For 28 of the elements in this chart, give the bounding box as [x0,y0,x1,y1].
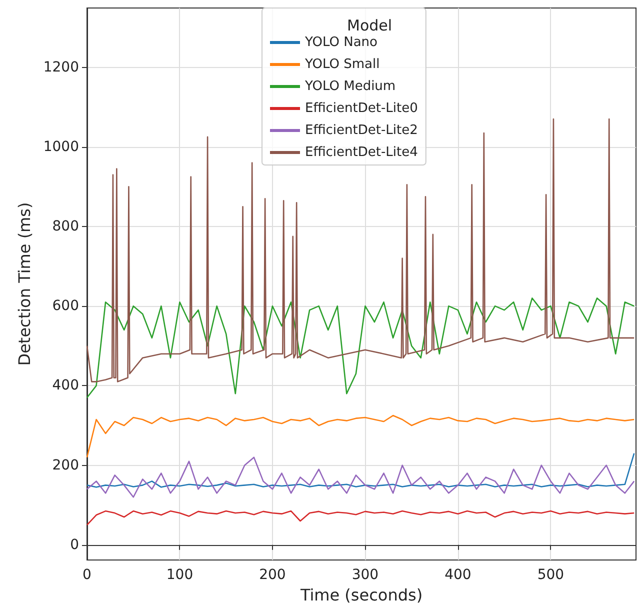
y-tick-label: 0 [70,536,79,553]
x-tick-label: 500 [537,567,564,583]
legend-label: EfficientDet-Lite2 [305,123,418,138]
line-series [86,118,635,382]
y-axis-title: Detection Time (ms) [14,202,34,366]
legend-label: EfficientDet-Lite0 [305,101,418,116]
line-series [86,456,635,498]
x-tick-label: 0 [82,567,92,583]
x-tick-label: 300 [352,567,379,583]
y-tick-label: 200 [52,457,79,474]
legend-title: Model [347,16,392,34]
y-tick-label: 600 [52,298,79,314]
legend-label: YOLO Medium [304,79,396,94]
line-series [86,510,635,526]
line-series [86,414,635,458]
y-tick-label: 1000 [43,138,79,155]
x-tick-label: 200 [259,567,286,583]
x-tick-label: 100 [166,567,194,583]
y-tick-label: 800 [52,218,79,234]
legend-label: EfficientDet-Lite4 [305,145,418,160]
x-axis-title: Time (seconds) [299,585,423,604]
x-tick-label: 400 [444,567,472,583]
legend-label: YOLO Nano [304,35,378,50]
line-series [86,297,635,398]
y-tick-label: 1200 [43,59,79,76]
y-tick-label: 400 [52,378,79,394]
line-series [86,452,635,488]
legend-label: YOLO Small [304,57,380,72]
